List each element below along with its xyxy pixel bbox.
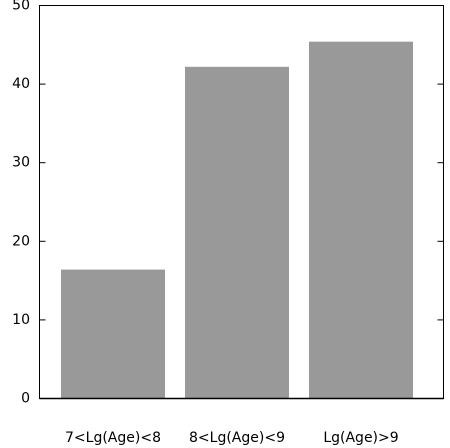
- bar: [185, 66, 289, 399]
- y-tick-label: 40: [12, 76, 30, 92]
- y-tick-label: 0: [21, 391, 30, 407]
- y-tick-label: 20: [12, 233, 30, 249]
- y-tick-label: 10: [12, 312, 30, 328]
- y-tick-label: 50: [12, 0, 30, 14]
- bar: [61, 269, 165, 399]
- bar: [309, 41, 413, 399]
- x-tick-label: 7<Lg(Age)<8: [65, 430, 161, 446]
- y-tick-label: 30: [12, 155, 30, 171]
- x-tick-label: Lg(Age)>9: [323, 430, 398, 446]
- x-tick-label: 8<Lg(Age)<9: [189, 430, 285, 446]
